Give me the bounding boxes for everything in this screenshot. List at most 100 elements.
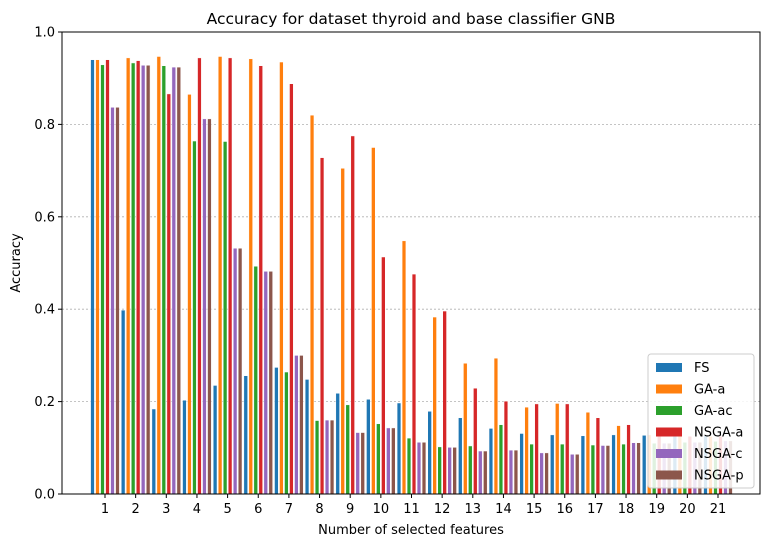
bar-nsga-p-12 xyxy=(452,447,457,495)
bar-ga-a-14 xyxy=(493,357,499,495)
bar-nsga-c-14 xyxy=(508,449,514,495)
x-tick-label: 19 xyxy=(648,502,665,517)
bar-nsga-a-7 xyxy=(289,83,294,495)
bar-ga-a-13 xyxy=(463,363,468,495)
x-tick-label: 11 xyxy=(403,502,420,517)
bar-nsga-c-18 xyxy=(631,442,636,495)
x-tick-label: 3 xyxy=(162,502,170,517)
bar-nsga-c-8 xyxy=(324,419,330,495)
bar-fs-5 xyxy=(212,385,218,495)
bar-ga-ac-13 xyxy=(468,445,473,495)
bar-ga-a-1 xyxy=(95,59,100,495)
x-tick-label: 7 xyxy=(285,502,293,517)
x-tick-label: 15 xyxy=(526,502,543,517)
bar-ga-a-5 xyxy=(217,56,223,495)
x-tick-label: 9 xyxy=(346,502,354,517)
bar-nsga-p-4 xyxy=(207,118,212,495)
bar-nsga-c-4 xyxy=(202,118,207,495)
bar-nsga-c-16 xyxy=(570,454,575,495)
bar-nsga-p-10 xyxy=(391,427,396,495)
bar-ga-a-16 xyxy=(555,403,560,495)
bar-ga-a-4 xyxy=(187,94,192,495)
x-tick-label: 2 xyxy=(132,502,140,517)
legend-label-fs: FS xyxy=(694,361,710,376)
bar-nsga-a-18 xyxy=(626,424,631,495)
bar-nsga-c-13 xyxy=(478,450,483,495)
bar-nsga-a-10 xyxy=(381,256,386,495)
x-tick-label: 13 xyxy=(465,502,482,517)
y-tick-label: 0.0 xyxy=(34,488,55,503)
bar-nsga-c-10 xyxy=(386,427,391,495)
bar-fs-14 xyxy=(488,428,494,495)
x-tick-label: 14 xyxy=(495,502,512,517)
bar-ga-a-8 xyxy=(309,114,315,495)
y-tick-label: 1.0 xyxy=(34,26,55,41)
bar-nsga-p-9 xyxy=(360,432,365,495)
y-tick-label: 0.8 xyxy=(34,118,55,133)
legend-label-ga-a: GA-a xyxy=(694,383,725,398)
bar-nsga-p-13 xyxy=(483,450,488,495)
bar-nsga-p-17 xyxy=(605,445,611,495)
bar-ga-a-6 xyxy=(248,58,253,495)
bar-nsga-c-15 xyxy=(539,452,544,495)
bar-ga-a-17 xyxy=(585,411,591,495)
bar-fs-16 xyxy=(550,434,555,495)
bar-ga-ac-12 xyxy=(437,446,442,495)
bar-nsga-c-3 xyxy=(171,66,176,495)
legend-swatch-fs xyxy=(656,363,682,372)
bar-ga-ac-11 xyxy=(406,437,412,495)
bar-nsga-c-17 xyxy=(600,445,606,495)
bar-nsga-a-15 xyxy=(534,403,539,495)
bar-nsga-c-12 xyxy=(447,447,452,495)
bar-fs-12 xyxy=(427,411,432,495)
bar-nsga-c-11 xyxy=(416,442,422,495)
bar-fs-17 xyxy=(580,435,586,495)
y-axis-label: Accuracy xyxy=(9,233,24,293)
bar-ga-ac-14 xyxy=(498,424,504,495)
legend-swatch-nsga-c xyxy=(656,449,682,458)
legend: FS GA-a GA-ac NSGA-a NSGA-c NSGA-p xyxy=(647,353,755,489)
bar-fs-11 xyxy=(396,402,402,495)
bar-fs-19 xyxy=(642,435,647,495)
x-tick-label: 17 xyxy=(587,502,604,517)
bar-ga-a-2 xyxy=(126,57,131,495)
bar-ga-ac-10 xyxy=(376,423,381,495)
bar-ga-ac-8 xyxy=(314,420,320,495)
bar-fs-8 xyxy=(304,379,310,495)
bars xyxy=(90,56,733,495)
bar-fs-2 xyxy=(121,309,126,495)
bar-nsga-a-3 xyxy=(166,93,171,495)
bar-nsga-p-6 xyxy=(268,271,273,495)
bar-fs-4 xyxy=(182,399,187,495)
bar-nsga-p-1 xyxy=(115,107,120,495)
bar-nsga-p-16 xyxy=(575,454,580,495)
bar-nsga-p-14 xyxy=(513,449,519,495)
bar-nsga-a-9 xyxy=(350,135,355,495)
bar-fs-18 xyxy=(611,434,616,495)
bar-ga-a-18 xyxy=(616,425,621,495)
bar-nsga-c-7 xyxy=(294,355,299,495)
bar-fs-15 xyxy=(519,433,524,495)
legend-label-nsga-p: NSGA-p xyxy=(694,469,744,484)
x-tick-label: 12 xyxy=(434,502,451,517)
bar-ga-a-9 xyxy=(340,168,345,495)
x-tick-label: 16 xyxy=(556,502,573,517)
x-tick-label: 8 xyxy=(315,502,323,517)
bar-ga-ac-5 xyxy=(222,141,228,495)
x-tick-label: 1 xyxy=(101,502,109,517)
x-axis: 1 2 3 4 5 6 7 8 9 10 11 12 13 14 15 16 17 18 19 20 21 xyxy=(101,494,726,517)
bar-ga-ac-6 xyxy=(253,265,258,495)
bar-nsga-p-11 xyxy=(421,442,427,495)
bar-ga-a-7 xyxy=(279,61,284,495)
bar-nsga-p-7 xyxy=(299,355,304,495)
x-tick-label: 4 xyxy=(193,502,201,517)
x-tick-label: 21 xyxy=(710,502,727,517)
bar-nsga-p-15 xyxy=(544,452,549,495)
x-tick-label: 18 xyxy=(618,502,635,517)
bar-ga-ac-4 xyxy=(192,140,197,495)
bar-ga-a-10 xyxy=(371,147,376,495)
legend-swatch-nsga-a xyxy=(656,427,682,437)
bar-fs-9 xyxy=(335,393,340,495)
bar-nsga-a-12 xyxy=(442,310,447,495)
legend-swatch-ga-ac xyxy=(656,406,682,415)
